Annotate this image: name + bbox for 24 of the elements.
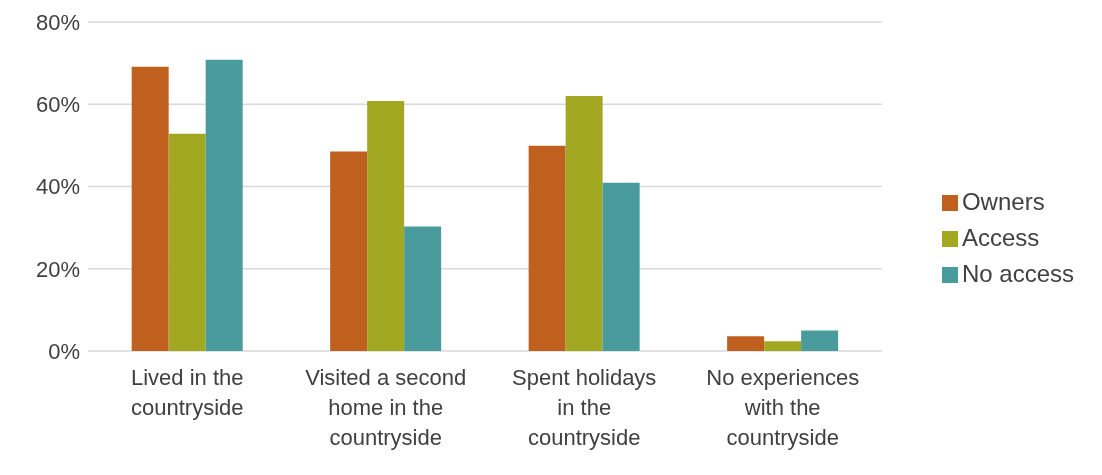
y-tick-label: 60% — [35, 92, 80, 118]
legend-label: No access — [961, 259, 1074, 287]
legend-label: Owners — [961, 187, 1045, 215]
bar — [602, 182, 640, 351]
x-tick-label: No experiences with the countryside — [706, 365, 860, 450]
bar — [205, 59, 243, 351]
y-tick-label: 20% — [35, 256, 80, 282]
y-tick-label: 80% — [35, 9, 80, 35]
bar — [565, 96, 603, 351]
x-tick-label: Visited a second home in the countryside — [305, 365, 467, 450]
bar — [367, 100, 405, 351]
bar — [404, 226, 442, 351]
bar — [131, 66, 169, 351]
bar — [801, 330, 839, 351]
legend-label: Access — [961, 223, 1040, 251]
y-tick-label: 0% — [48, 338, 80, 364]
bar — [727, 336, 765, 351]
x-tick-label: Spent holidays in the countryside — [512, 365, 657, 450]
bar — [330, 151, 368, 351]
bar — [528, 145, 566, 351]
bar — [764, 341, 802, 351]
y-tick-label: 40% — [35, 174, 80, 200]
bar — [168, 133, 206, 351]
x-tick-label: Lived in the countryside — [130, 365, 244, 420]
